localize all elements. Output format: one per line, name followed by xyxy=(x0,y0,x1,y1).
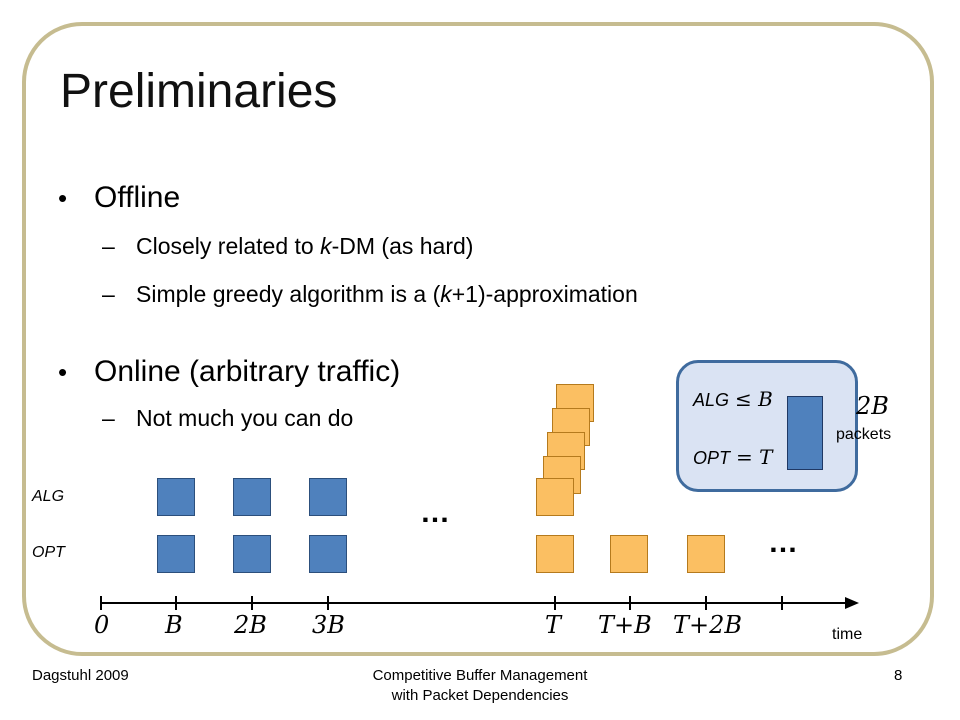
time-axis-arrowhead xyxy=(845,597,859,609)
sub-bullet-not-much: – Not much you can do xyxy=(102,404,354,432)
sub-bullet-text: Not much you can do xyxy=(136,405,354,431)
ellipsis-middle: … xyxy=(420,496,452,529)
axis-tick xyxy=(327,596,329,610)
time-axis xyxy=(100,602,845,604)
sub-bullet-text: Simple greedy algorithm is a ( xyxy=(136,281,441,307)
opt-packet-box-orange xyxy=(610,535,648,573)
opt-packet-box xyxy=(157,535,195,573)
alg-packet-box xyxy=(309,478,347,516)
opt-packet-box-orange xyxy=(536,535,574,573)
sub-bullet-text: -DM (as hard) xyxy=(331,233,474,259)
sub-bullet-dash: – xyxy=(102,233,115,259)
sub-bullet-greedy: – Simple greedy algorithm is a (k+1)-app… xyxy=(102,280,638,308)
alg-stacked-packet xyxy=(536,478,574,516)
tick-label-t-plus-b: T+B xyxy=(598,611,652,639)
sub-bullet-dash: – xyxy=(102,405,115,431)
callout-opt-math: = T xyxy=(736,445,773,469)
axis-tick xyxy=(100,596,102,610)
slide-frame xyxy=(22,22,934,656)
sub-bullet-text: +1)-approximation xyxy=(451,281,638,307)
callout-alg-text: ALG xyxy=(693,390,730,410)
axis-tick xyxy=(175,596,177,610)
tick-label-0: 0 xyxy=(94,611,110,639)
sub-bullet-text: Closely related to xyxy=(136,233,321,259)
axis-tick xyxy=(705,596,707,610)
tick-label-3b: 3B xyxy=(312,611,345,639)
packets-count-math: 2B xyxy=(856,392,889,420)
tick-label-b: B xyxy=(165,611,183,639)
callout-opt-text: OPT xyxy=(693,448,731,468)
axis-tick xyxy=(251,596,253,610)
axis-tick xyxy=(781,596,783,610)
packets-label: packets xyxy=(836,426,892,443)
alg-packet-box xyxy=(233,478,271,516)
opt-packet-box xyxy=(233,535,271,573)
axis-label-time: time xyxy=(832,626,863,643)
footer-title-line1: Competitive Buffer Management xyxy=(372,667,588,684)
axis-tick xyxy=(554,596,556,610)
bullet-dot: • xyxy=(58,357,68,387)
row-label-alg: ALG xyxy=(32,488,65,505)
alg-packet-box xyxy=(157,478,195,516)
axis-tick xyxy=(629,596,631,610)
footer-left: Dagstuhl 2009 xyxy=(32,667,129,684)
sub-bullet-kdm: – Closely related to k-DM (as hard) xyxy=(102,232,474,260)
tick-label-2b: 2B xyxy=(234,611,267,639)
sub-bullet-var-k: k xyxy=(440,281,452,307)
row-label-opt: OPT xyxy=(32,544,65,561)
callout-alg-line: ALG ≤ B xyxy=(693,387,773,411)
tick-label-t: T xyxy=(545,611,562,639)
footer-title-line2: with Packet Dependencies xyxy=(391,687,569,704)
opt-packet-box xyxy=(309,535,347,573)
callout-box: ALG ≤ B OPT = T xyxy=(676,360,858,492)
sub-bullet-dash: – xyxy=(102,281,115,307)
callout-packet-bar xyxy=(787,396,823,470)
bullet-offline: • Offline xyxy=(58,180,181,216)
callout-alg-math: ≤ B xyxy=(735,387,773,411)
bullet-online-text: Online (arbitrary traffic) xyxy=(94,355,401,388)
tick-label-t-plus-2b: T+2B xyxy=(673,611,743,639)
sub-bullet-var-k: k xyxy=(320,233,332,259)
opt-packet-box-orange xyxy=(687,535,725,573)
bullet-offline-text: Offline xyxy=(94,181,181,214)
page-number: 8 xyxy=(894,667,903,684)
ellipsis-right: … xyxy=(768,526,800,559)
bullet-dot: • xyxy=(58,183,68,213)
bullet-online: • Online (arbitrary traffic) xyxy=(58,354,401,390)
footer-center: Competitive Buffer Management with Packe… xyxy=(320,666,640,706)
slide-title: Preliminaries xyxy=(60,65,338,118)
callout-opt-line: OPT = T xyxy=(693,445,772,469)
